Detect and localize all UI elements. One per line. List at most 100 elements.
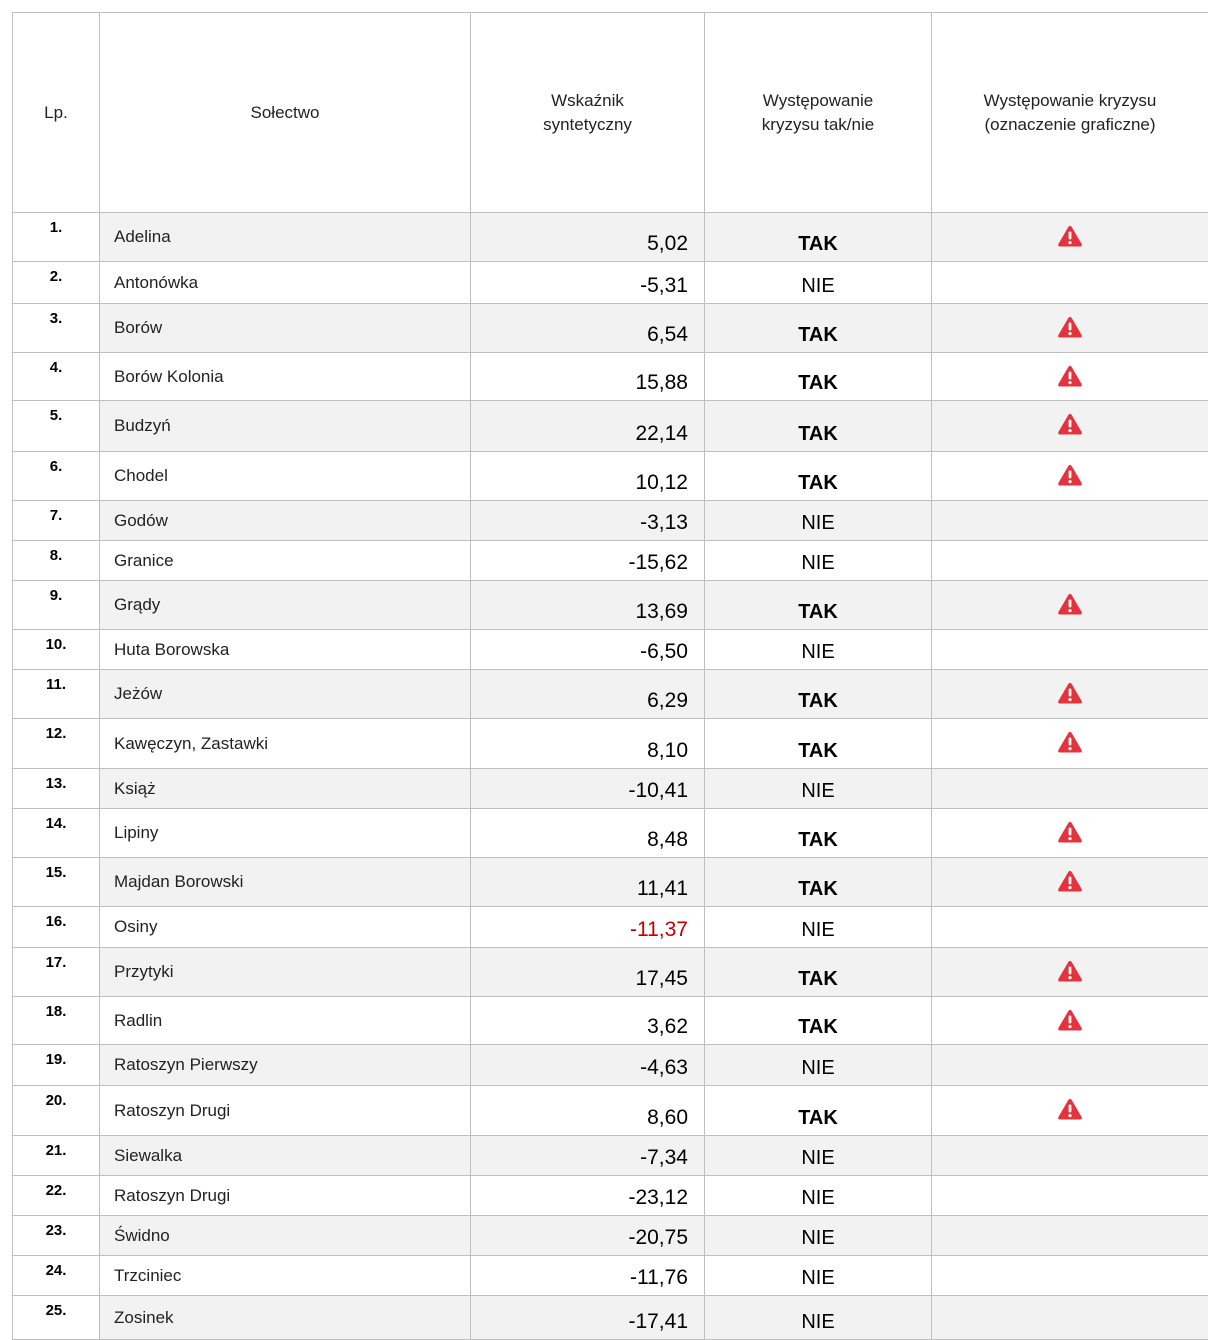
value-text: -11,76 xyxy=(630,1266,688,1289)
crisis-cell: TAK xyxy=(705,858,932,907)
lp-text: 6. xyxy=(49,458,63,475)
lp-text: 8. xyxy=(49,547,63,564)
crisis-cell: TAK xyxy=(705,948,932,997)
name-cell: Siewalka xyxy=(100,1136,471,1176)
lp-text: 7. xyxy=(49,507,63,524)
lp-text: 20. xyxy=(45,1092,67,1109)
name-text: Borów Kolonia xyxy=(114,366,224,386)
crisis-text: NIE xyxy=(801,780,835,802)
name-text: Ratoszyn Pierwszy xyxy=(114,1055,258,1074)
crisis-cell: TAK xyxy=(705,581,932,630)
name-cell: Osiny xyxy=(100,907,471,948)
name-cell: Adelina xyxy=(100,213,471,262)
icon-cell xyxy=(932,452,1208,501)
lp-cell: 4. xyxy=(12,353,100,401)
name-cell: Borów Kolonia xyxy=(100,353,471,401)
name-cell: Grądy xyxy=(100,581,471,630)
crisis-cell: TAK xyxy=(705,401,932,452)
crisis-text: TAK xyxy=(798,372,838,394)
crisis-text: TAK xyxy=(798,601,838,623)
value-cell: -4,63 xyxy=(471,1045,705,1086)
value-text: 10,12 xyxy=(635,471,688,494)
lp-cell: 5. xyxy=(12,401,100,452)
name-text: Ratoszyn Drugi xyxy=(114,1100,231,1120)
value-text: 3,62 xyxy=(647,1015,688,1038)
crisis-cell: NIE xyxy=(705,1256,932,1296)
header-text: Występowanie kryzysu (oznaczenie graficz… xyxy=(983,90,1157,134)
value-text: -5,31 xyxy=(640,274,688,297)
value-cell: -17,41 xyxy=(471,1296,705,1340)
lp-text: 5. xyxy=(49,407,63,424)
lp-text: 18. xyxy=(45,1003,67,1020)
lp-text: 2. xyxy=(49,268,63,285)
value-text: 8,60 xyxy=(647,1106,688,1129)
warning-icon xyxy=(1058,870,1082,892)
name-text: Chodel xyxy=(114,466,168,485)
icon-cell xyxy=(932,858,1208,907)
name-text: Borów xyxy=(114,318,163,337)
lp-text: 13. xyxy=(45,775,67,792)
value-cell: 6,54 xyxy=(471,304,705,353)
crisis-text: TAK xyxy=(798,1016,838,1038)
name-cell: Granice xyxy=(100,541,471,581)
name-cell: Chodel xyxy=(100,452,471,501)
lp-text: 24. xyxy=(45,1262,67,1279)
name-text: Książ xyxy=(114,778,156,798)
icon-cell xyxy=(932,769,1208,809)
icon-cell xyxy=(932,213,1208,262)
name-cell: Ratoszyn Drugi xyxy=(100,1086,471,1136)
lp-cell: 6. xyxy=(12,452,100,501)
crisis-text: NIE xyxy=(801,1187,835,1209)
value-cell: -3,13 xyxy=(471,501,705,541)
icon-cell xyxy=(932,541,1208,581)
name-text: Majdan Borowski xyxy=(114,872,244,891)
lp-text: 11. xyxy=(45,676,67,693)
crisis-text: TAK xyxy=(798,740,838,762)
value-cell: -5,31 xyxy=(471,262,705,304)
icon-cell xyxy=(932,948,1208,997)
crisis-text: TAK xyxy=(798,472,838,494)
crisis-text: NIE xyxy=(801,1311,835,1333)
lp-cell: 13. xyxy=(12,769,100,809)
crisis-text: NIE xyxy=(801,919,835,941)
warning-icon xyxy=(1058,821,1082,843)
crisis-cell: NIE xyxy=(705,1045,932,1086)
crisis-text: NIE xyxy=(801,1057,835,1079)
crisis-text: TAK xyxy=(798,1107,838,1129)
crisis-cell: NIE xyxy=(705,1136,932,1176)
crisis-cell: NIE xyxy=(705,769,932,809)
name-text: Ratoszyn Drugi xyxy=(114,1185,231,1205)
value-cell: 8,60 xyxy=(471,1086,705,1136)
icon-cell xyxy=(932,262,1208,304)
crisis-cell: NIE xyxy=(705,1176,932,1216)
value-cell: -20,75 xyxy=(471,1216,705,1256)
value-text: 8,10 xyxy=(647,739,688,762)
crisis-text: TAK xyxy=(798,829,838,851)
header-text: Sołectwo xyxy=(250,102,320,122)
name-text: Kawęczyn, Zastawki xyxy=(114,733,268,753)
value-text: -20,75 xyxy=(628,1226,688,1249)
name-text: Radlin xyxy=(114,1010,163,1030)
value-text: 6,29 xyxy=(647,689,688,712)
value-cell: 6,29 xyxy=(471,670,705,719)
crisis-cell: TAK xyxy=(705,353,932,401)
name-cell: Majdan Borowski xyxy=(100,858,471,907)
value-text: 13,69 xyxy=(635,600,688,623)
crisis-text: TAK xyxy=(798,878,838,900)
name-cell: Huta Borowska xyxy=(100,630,471,670)
value-cell: 8,10 xyxy=(471,719,705,769)
value-text: 6,54 xyxy=(647,323,688,346)
icon-cell xyxy=(932,1045,1208,1086)
crisis-text: NIE xyxy=(801,1227,835,1249)
name-text: Huta Borowska xyxy=(114,639,230,659)
crisis-text: NIE xyxy=(801,641,835,663)
value-text: 11,41 xyxy=(637,877,688,900)
lp-cell: 21. xyxy=(12,1136,100,1176)
value-cell: 22,14 xyxy=(471,401,705,452)
lp-cell: 25. xyxy=(12,1296,100,1340)
icon-cell xyxy=(932,501,1208,541)
value-cell: 5,02 xyxy=(471,213,705,262)
name-cell: Antonówka xyxy=(100,262,471,304)
lp-text: 3. xyxy=(49,310,63,327)
